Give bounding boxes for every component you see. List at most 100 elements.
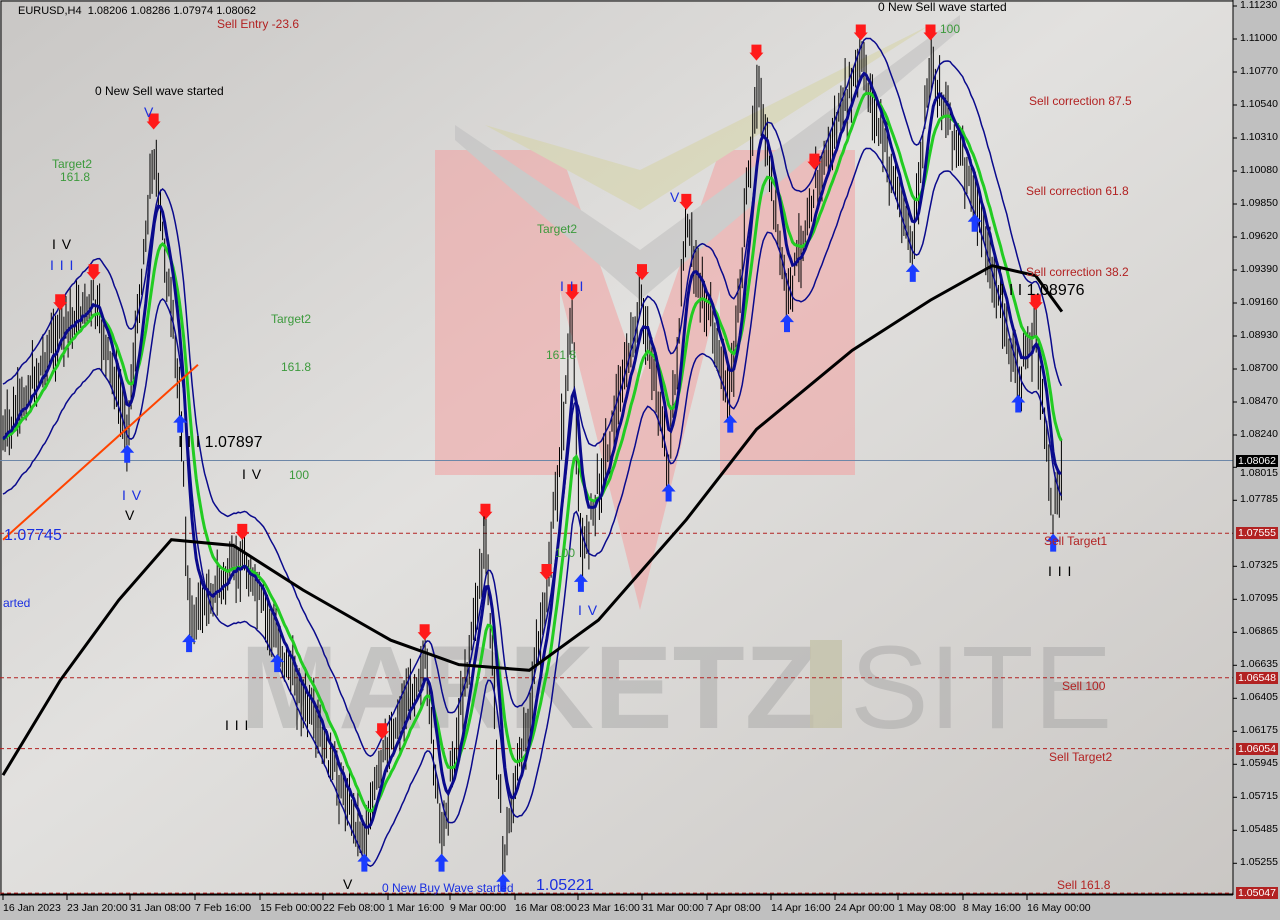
watermark-logo: MARKETZ SITE <box>240 15 1112 754</box>
time-tick-label: 16 Mar 08:00 <box>515 902 577 914</box>
sell-level-price-tag: 1.06054 <box>1236 742 1278 755</box>
sell-arrow-icon <box>146 113 161 130</box>
sell-arrow-icon <box>478 503 493 520</box>
price-tick-label: 1.06175 <box>1240 724 1278 737</box>
sell-wave-label: 0 New Sell wave started <box>878 0 1007 14</box>
fib-label: 100 <box>289 468 310 482</box>
sell-level-price-tag: 1.07555 <box>1236 527 1278 540</box>
fib-label: 161.8 <box>60 170 91 184</box>
sell-level-price-tag: 1.06548 <box>1236 671 1278 684</box>
buy-arrow-icon <box>496 873 511 892</box>
low-value: 1.07974 <box>173 5 214 17</box>
time-tick-label: 9 Mar 00:00 <box>450 902 507 914</box>
sell-arrow-icon <box>86 264 101 281</box>
target2-label: Target2 <box>537 222 578 236</box>
price-tick-label: 1.07325 <box>1240 559 1278 572</box>
price-tick-label: 1.06635 <box>1240 658 1278 671</box>
high-value: 1.08286 <box>130 5 171 17</box>
buy-arrow-icon <box>182 634 197 653</box>
symbol-label: EURUSD,H4 <box>18 5 82 17</box>
buy-arrow-icon <box>173 414 188 433</box>
price-tick-label: 1.09160 <box>1240 296 1278 308</box>
price-mark: 1.07745 <box>4 527 62 544</box>
price-mark: I I I 1.07897 <box>178 434 263 451</box>
fib-label: 100 <box>940 22 961 36</box>
time-tick-label: 16 Jan 2023 <box>3 902 61 914</box>
price-tick-label: 1.08700 <box>1240 362 1278 374</box>
buy-wave-price: 1.05221 <box>536 877 594 894</box>
buy-arrow-icon <box>434 853 449 872</box>
moving-averages <box>1 37 1064 868</box>
wave-label: I I I <box>560 278 585 294</box>
price-tick-label: 1.11000 <box>1240 32 1278 44</box>
time-tick-label: 1 May 08:00 <box>898 902 956 914</box>
buy-arrow-icon <box>573 573 588 592</box>
wave-label: V <box>144 104 155 120</box>
price-tick-label: 1.08015 <box>1240 466 1278 479</box>
time-tick-label: 7 Apr 08:00 <box>707 902 761 914</box>
time-tick-label: 15 Feb 00:00 <box>260 902 322 914</box>
price-mark: I I I 1.08976 <box>1000 282 1085 299</box>
sell-arrow-icon <box>749 44 764 61</box>
time-tick-label: 23 Mar 16:00 <box>578 902 640 914</box>
trendline <box>2 363 199 541</box>
sell-arrow-icon <box>417 624 432 641</box>
lower-band-line <box>2 147 1063 868</box>
target2-label: Target2 <box>52 157 93 171</box>
time-tick-label: 22 Feb 08:00 <box>323 902 385 914</box>
price-tick-label: 1.05485 <box>1240 823 1278 836</box>
buy-arrow-icon <box>357 853 372 872</box>
price-tick-label: 1.07785 <box>1240 493 1278 506</box>
sell-arrow-icon <box>807 153 822 170</box>
sell-level-label: Sell Target1 <box>1044 534 1108 549</box>
wave-label: V <box>670 189 681 205</box>
price-tick-label: 1.06865 <box>1240 625 1278 638</box>
price-tick-label: 1.07095 <box>1240 592 1278 605</box>
buy-arrow-icon <box>1046 533 1061 552</box>
price-tick-label: 1.10540 <box>1240 98 1278 110</box>
sell-arrow-icon <box>923 24 938 41</box>
sell-correction-label: Sell correction 61.8 <box>1026 184 1129 198</box>
sell-arrow-icon <box>635 264 649 281</box>
fib-label: 161.8 <box>546 348 577 362</box>
time-tick-label: 31 Mar 00:00 <box>642 902 704 914</box>
time-tick-label: 7 Feb 16:00 <box>195 902 252 914</box>
price-tick-label: 1.10080 <box>1240 164 1278 176</box>
sell-level-label: Sell Target2 <box>1049 749 1113 764</box>
wave-label: I I I <box>50 257 75 273</box>
buy-arrow-icon <box>905 263 920 282</box>
buy-arrow-icon <box>1011 394 1026 413</box>
green-ma-line <box>2 91 1063 813</box>
wave-started-label: arted <box>3 596 31 610</box>
sell-level-price-tag: 1.05047 <box>1236 887 1278 900</box>
wave-label: I I I <box>225 717 250 733</box>
buy-arrow-icon <box>723 414 738 433</box>
wave-label: V <box>125 507 136 523</box>
time-tick-label: 31 Jan 08:00 <box>130 902 191 914</box>
time-tick-label: 1 Mar 16:00 <box>388 902 445 914</box>
current-price-tag: 1.08062 <box>1236 454 1278 467</box>
sell-entry-label: Sell Entry -23.6 <box>217 17 300 31</box>
sell-correction-label: Sell correction 87.5 <box>1029 94 1132 108</box>
buy-arrow-icon <box>661 483 676 502</box>
close-value: 1.08062 <box>216 5 256 17</box>
sell-arrow-icon <box>565 284 580 301</box>
chart-header: EURUSD,H4 1.08206 1.08286 1.07974 1.0806… <box>18 5 256 17</box>
time-tick-label: 8 May 16:00 <box>963 902 1021 914</box>
wave-label: I V <box>578 602 599 618</box>
fib-label: 161.8 <box>281 360 312 374</box>
price-tick-label: 1.05715 <box>1240 790 1278 803</box>
wave-label: I I I <box>1048 563 1073 579</box>
buy-arrow-icon <box>780 314 794 333</box>
price-tick-label: 1.06405 <box>1240 691 1278 704</box>
time-tick-label: 14 Apr 16:00 <box>771 902 831 914</box>
time-tick-label: 24 Apr 00:00 <box>835 902 895 914</box>
buy-arrow-icon <box>270 654 285 673</box>
price-tick-label: 1.08240 <box>1240 428 1278 440</box>
price-tick-label: 1.10310 <box>1240 131 1278 143</box>
price-tick-label: 1.08470 <box>1240 395 1278 407</box>
sell-arrow-icon <box>1028 294 1043 311</box>
time-tick-label: 16 May 00:00 <box>1027 902 1091 914</box>
